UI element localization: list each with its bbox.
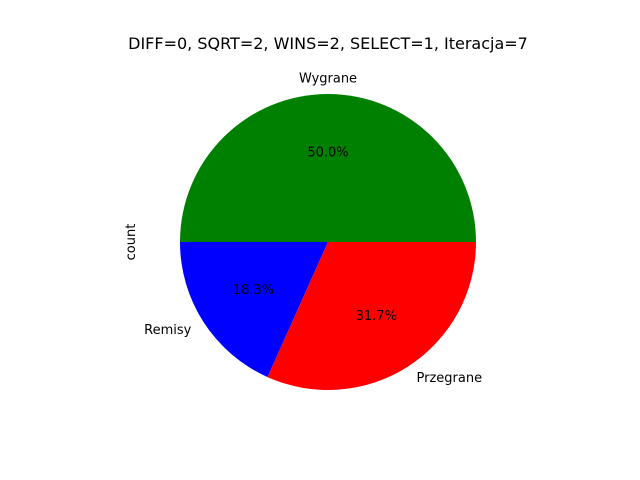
pie-slice-labels: Wygrane Remisy Przegrane: [144, 72, 482, 386]
pie-slice-przegrane: [267, 242, 476, 391]
pie-percent-labels: 50.0% 18.3% 31.7%: [233, 146, 397, 324]
pie-slice-remisy: [180, 242, 328, 378]
slice-percent-remisy: 18.3%: [233, 283, 274, 298]
slice-label-remisy: Remisy: [144, 323, 191, 338]
slice-percent-wygrane: 50.0%: [307, 146, 348, 161]
slice-label-przegrane: Przegrane: [417, 371, 483, 386]
chart-title: DIFF=0, SQRT=2, WINS=2, SELECT=1, Iterac…: [128, 34, 528, 53]
slice-percent-przegrane: 31.7%: [356, 309, 397, 324]
pie-slice-wygrane: [180, 94, 476, 242]
y-axis-label: count: [124, 224, 139, 261]
pie-slices: [180, 94, 476, 391]
slice-label-wygrane: Wygrane: [299, 72, 357, 87]
